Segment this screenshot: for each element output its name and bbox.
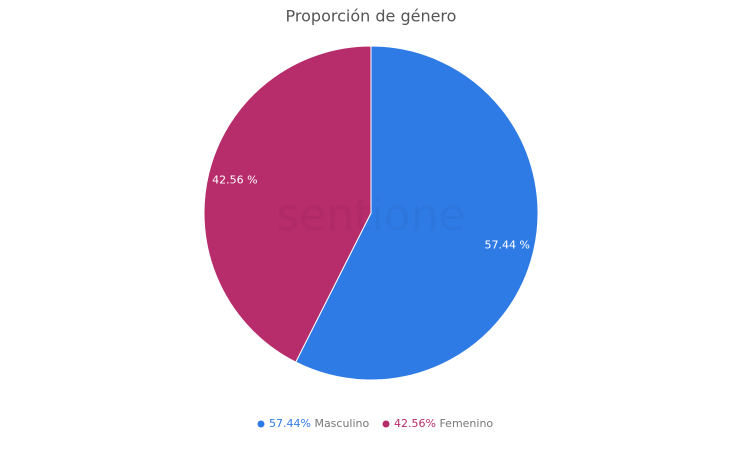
legend-marker: [382, 420, 390, 428]
legend-label: Masculino: [314, 417, 369, 430]
legend-entry: 57.44% Masculino: [269, 417, 370, 430]
data-label: 57.44 %: [484, 238, 529, 251]
pie-slice: [203, 45, 372, 363]
legend-value: 42.56%: [394, 417, 436, 430]
chart-title: Proporción de género: [286, 7, 457, 26]
legend-entry: 42.56% Femenino: [394, 417, 493, 430]
legend-marker: [257, 420, 265, 428]
data-label: 42.56 %: [212, 174, 257, 187]
pie-slice: [295, 45, 539, 381]
watermark: sentione: [276, 190, 465, 241]
legend-label: Femenino: [439, 417, 493, 430]
legend-value: 57.44%: [269, 417, 311, 430]
